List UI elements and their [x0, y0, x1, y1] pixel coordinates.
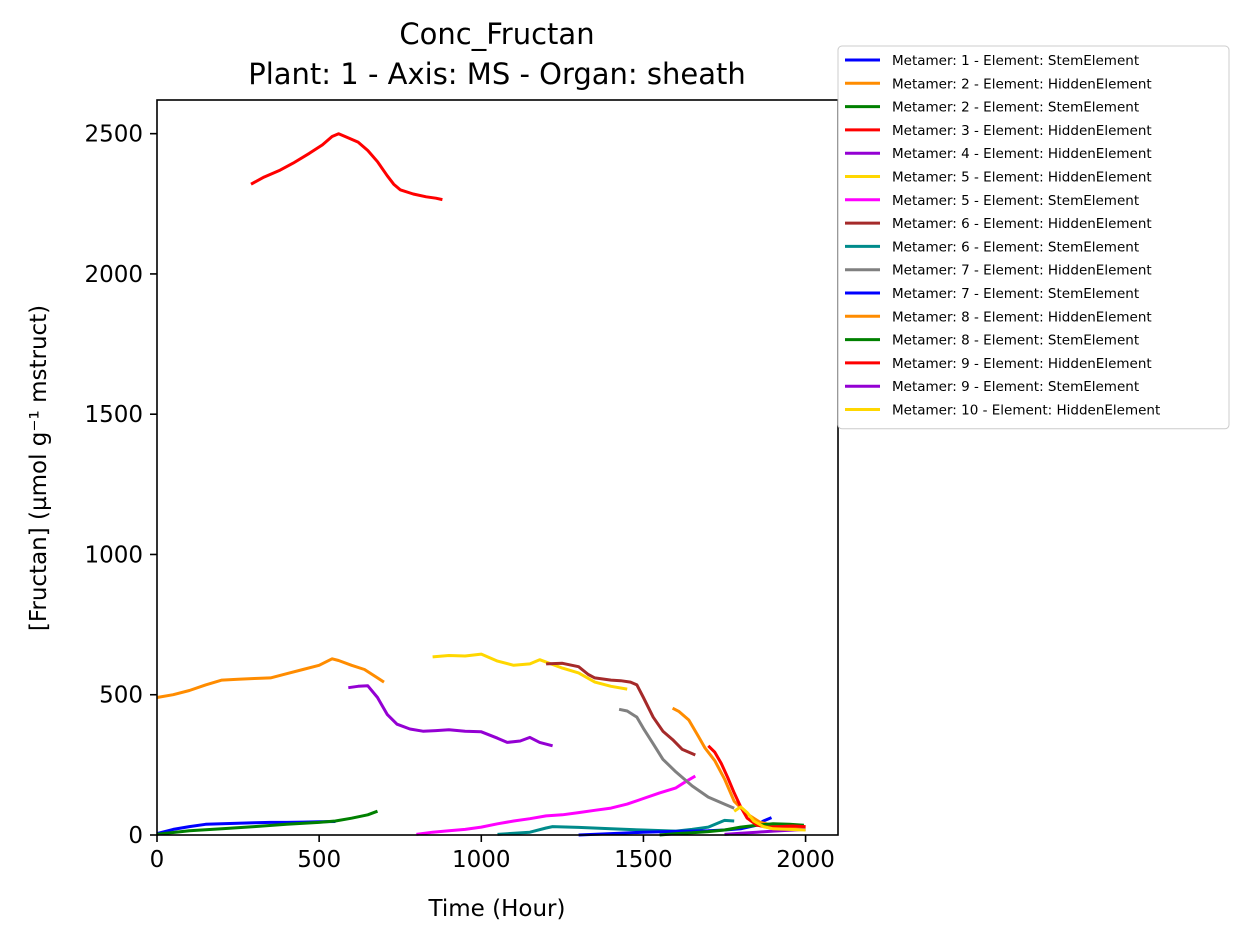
x-tick-label: 1000 — [452, 847, 511, 873]
legend-label: Metamer: 6 - Element: StemElement — [892, 239, 1139, 255]
legend-label: Metamer: 2 - Element: StemElement — [892, 100, 1139, 116]
legend-label: Metamer: 7 - Element: StemElement — [892, 286, 1139, 302]
x-tick-label: 1500 — [614, 847, 673, 873]
series-line-10 — [618, 707, 735, 810]
series-line-16 — [733, 805, 806, 832]
x-tick-label: 500 — [297, 847, 341, 873]
plot-frame — [156, 99, 839, 836]
y-axis-label: [Fructan] (µmol g⁻¹ mstruct) — [26, 305, 52, 631]
legend-label: Metamer: 7 - Element: HiddenElement — [892, 263, 1152, 279]
x-tick-label: 0 — [150, 847, 165, 873]
series-line-13 — [659, 822, 804, 837]
series-line-5 — [348, 684, 553, 748]
series-line-2 — [156, 657, 385, 699]
series-line-6 — [432, 652, 628, 691]
legend-label: Metamer: 2 - Element: HiddenElement — [892, 76, 1152, 92]
legend-label: Metamer: 1 - Element: StemElement — [892, 53, 1139, 69]
series-line-8 — [546, 661, 696, 757]
y-tick-label: 1500 — [84, 402, 143, 428]
series-line-14 — [707, 744, 806, 829]
legend-label: Metamer: 6 - Element: HiddenElement — [892, 216, 1152, 232]
legend-label: Metamer: 9 - Element: StemElement — [892, 379, 1139, 395]
legend-label: Metamer: 3 - Element: HiddenElement — [892, 123, 1152, 139]
series-line-9 — [497, 818, 735, 836]
legend-label: Metamer: 8 - Element: StemElement — [892, 333, 1139, 349]
y-tick-label: 2500 — [84, 122, 143, 148]
chart-title: Conc_Fructan — [399, 17, 594, 51]
x-tick-label: 2000 — [776, 847, 835, 873]
axes-layer: 0 500 1000 1500 2000 0 500 1000 1500 2000 2500 — [84, 99, 839, 873]
legend-label: Metamer: 9 - Element: HiddenElement — [892, 356, 1152, 372]
legend-label: Metamer: 5 - Element: StemElement — [892, 193, 1139, 209]
y-tick-label: 2000 — [84, 262, 143, 288]
x-axis-label: Time (Hour) — [428, 896, 566, 922]
series-line-12 — [671, 706, 806, 830]
y-tick-label: 500 — [99, 683, 143, 709]
legend-label: Metamer: 8 - Element: HiddenElement — [892, 309, 1152, 325]
series-line-7 — [416, 774, 697, 836]
legend-label: Metamer: 10 - Element: HiddenElement — [892, 403, 1160, 419]
series-layer — [156, 132, 806, 837]
legend-label: Metamer: 5 - Element: HiddenElement — [892, 170, 1152, 186]
legend: Metamer: 1 - Element: StemElement Metamer… — [837, 45, 1230, 430]
y-tick-label: 0 — [128, 823, 143, 849]
legend-box — [837, 45, 1230, 430]
y-tick-label: 1000 — [84, 542, 143, 568]
series-line-3 — [156, 809, 379, 836]
legend-label: Metamer: 4 - Element: HiddenElement — [892, 146, 1152, 162]
chart-subtitle: Plant: 1 - Axis: MS - Organ: sheath — [248, 57, 746, 91]
series-line-4 — [250, 132, 443, 202]
